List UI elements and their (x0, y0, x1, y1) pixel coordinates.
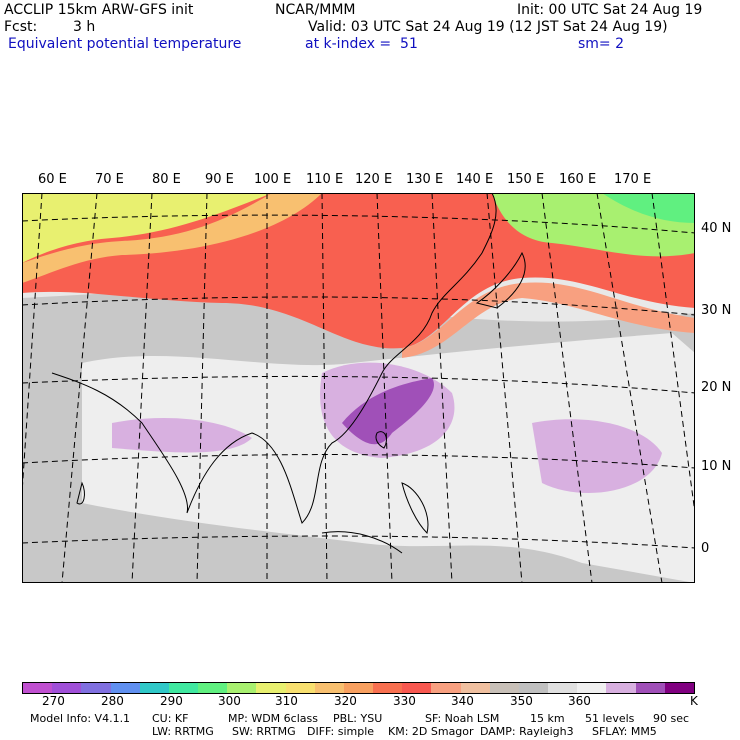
model-info-item: LW: RRTMG (152, 725, 214, 738)
longitude-label: 160 E (559, 172, 597, 187)
latitude-label: 20 N (701, 380, 732, 395)
colorbar-segment (548, 683, 578, 693)
longitude-label: 170 E (614, 172, 652, 187)
valid-time: Valid: 03 UTC Sat 24 Aug 19 (12 JST Sat … (308, 19, 668, 35)
map-plot (22, 193, 695, 583)
colorbar-segment (606, 683, 636, 693)
colorbar-label: 280 (101, 694, 124, 708)
colorbar-segment (314, 683, 344, 693)
field-name: Equivalent potential temperature (8, 36, 242, 52)
latitude-label: 40 N (701, 221, 732, 236)
longitude-label: 70 E (95, 172, 124, 187)
colorbar-segment (577, 683, 607, 693)
model-info-item: SW: RRTMG (232, 725, 296, 738)
longitude-label: 80 E (152, 172, 181, 187)
model-info-item: DAMP: Rayleigh3 (480, 725, 574, 738)
colorbar-segment (256, 683, 286, 693)
smoothing-label: sm= 2 (578, 36, 625, 52)
longitude-label: 90 E (205, 172, 234, 187)
latitude-label: 30 N (701, 303, 732, 318)
colorbar-segment (168, 683, 199, 693)
map-border (22, 193, 695, 583)
coastlines (51, 193, 526, 554)
grid-lines (22, 193, 695, 583)
colorbar-label: 270 (42, 694, 65, 708)
colorbar-segment (664, 683, 694, 693)
colorbar-segment (518, 683, 549, 693)
colorbar-unit: K (690, 694, 698, 708)
colorbar (22, 682, 695, 694)
latitude-label: 10 N (701, 459, 732, 474)
model-info-item: MP: WDM 6class (228, 712, 318, 725)
colorbar-label: 360 (568, 694, 591, 708)
colorbar-label: 350 (510, 694, 533, 708)
model-info-item: Model Info: V4.1.1 (30, 712, 131, 725)
fcst-label: Fcst: (4, 19, 38, 35)
colorbar-label: 330 (393, 694, 416, 708)
colorbar-label: 320 (334, 694, 357, 708)
longitude-label: 100 E (254, 172, 292, 187)
org-label: NCAR/MMM (275, 2, 356, 18)
colorbar-segment (227, 683, 257, 693)
colorbar-segment (373, 683, 403, 693)
longitude-label: 60 E (38, 172, 67, 187)
colorbar-segment (285, 683, 315, 693)
field-purple-east (532, 419, 662, 493)
model-info-item: PBL: YSU (333, 712, 383, 725)
model-info-item: SF: Noah LSM (425, 712, 500, 725)
latitude-label: 0 (701, 541, 710, 556)
field-salmon-band (402, 282, 695, 358)
init-time: Init: 00 UTC Sat 24 Aug 19 (517, 2, 703, 18)
longitude-label: 140 E (456, 172, 494, 187)
longitude-label: 120 E (355, 172, 393, 187)
field-light-zone (82, 333, 695, 583)
longitude-label: 150 E (507, 172, 545, 187)
field-purple-west (112, 418, 252, 453)
colorbar-segment (431, 683, 461, 693)
field-cyan-north (602, 193, 695, 223)
colorbar-segment (635, 683, 665, 693)
colorbar-segment (343, 683, 374, 693)
model-title: ACCLIP 15km ARW-GFS init (4, 2, 194, 18)
field-yellow-band (22, 193, 272, 263)
colorbar-segment (52, 683, 82, 693)
colorbar-segment (198, 683, 228, 693)
colorbar-label: 300 (218, 694, 241, 708)
colorbar-label: 340 (451, 694, 474, 708)
colorbar-segment (81, 683, 111, 693)
colorbar-segment (402, 683, 432, 693)
fcst-value: 3 h (73, 19, 96, 35)
colorbar-label: 310 (275, 694, 298, 708)
colorbar-segment (460, 683, 490, 693)
model-info-item: KM: 2D Smagor (388, 725, 474, 738)
model-info-item: SFLAY: MM5 (592, 725, 657, 738)
colorbar-segment (139, 683, 169, 693)
colorbar-segment (110, 683, 140, 693)
longitude-label: 130 E (406, 172, 444, 187)
level-label: at k-index = 51 (305, 36, 418, 52)
model-info-item: 51 levels (585, 712, 635, 725)
model-info-item: CU: KF (152, 712, 189, 725)
field-dark-purple-patch (342, 378, 434, 445)
model-info-item: 90 sec (653, 712, 690, 725)
colorbar-label: 290 (160, 694, 183, 708)
model-info-item: DIFF: simple (307, 725, 375, 738)
model-info-item: 15 km (530, 712, 565, 725)
colorbar-segment (489, 683, 519, 693)
colorbar-segment (23, 683, 53, 693)
longitude-label: 110 E (306, 172, 344, 187)
